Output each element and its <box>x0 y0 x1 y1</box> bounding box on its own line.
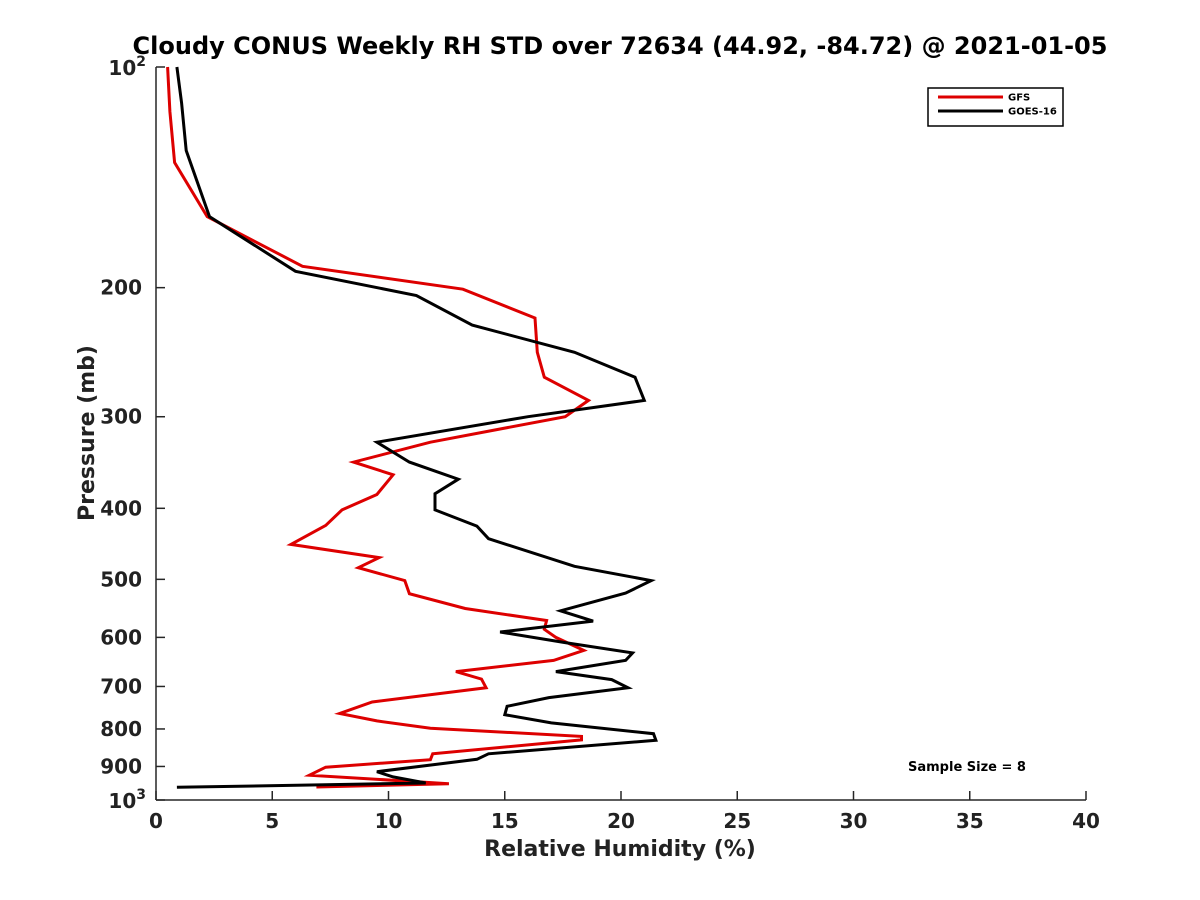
y-tick-label: 200 <box>100 276 142 300</box>
y-axis-label: Pressure (mb) <box>75 345 100 521</box>
legend[interactable]: GFS GOES-16 <box>927 87 1064 127</box>
chart-title: Cloudy CONUS Weekly RH STD over 72634 (4… <box>133 32 1108 60</box>
y-tick-label: 500 <box>100 567 142 591</box>
x-tick-label: 0 <box>149 809 163 833</box>
x-tick-label: 25 <box>723 809 751 833</box>
y-tick-label: 700 <box>100 674 142 698</box>
y-tick-label: 102 <box>108 54 146 80</box>
legend-label: GFS <box>1008 93 1030 104</box>
y-tick-label: 400 <box>100 496 142 520</box>
y-tick-label: 103 <box>108 787 146 813</box>
y-tick-label: 800 <box>100 717 142 741</box>
series-line-gfs <box>166 66 592 789</box>
sample-size-annotation: Sample Size = 8 <box>908 760 1026 775</box>
x-tick-label: 40 <box>1072 809 1100 833</box>
x-tick-label: 10 <box>375 809 403 833</box>
x-tick-label: 15 <box>491 809 519 833</box>
series-layer <box>166 66 658 789</box>
y-tick-label: 900 <box>100 754 142 778</box>
y-axis: 102 200 300 400 500 600 700 800 900 103 <box>100 54 165 813</box>
legend-label: GOES-16 <box>1008 107 1057 118</box>
x-tick-label: 20 <box>607 809 635 833</box>
x-tick-label: 5 <box>265 809 279 833</box>
y-tick-label: 300 <box>100 405 142 429</box>
x-tick-label: 35 <box>956 809 984 833</box>
y-tick-label: 600 <box>100 625 142 649</box>
x-tick-label: 30 <box>840 809 868 833</box>
series-line-goes-16 <box>175 66 658 789</box>
x-axis: 0 5 10 15 20 25 30 35 40 <box>149 791 1100 833</box>
legend-box <box>927 87 1064 127</box>
x-axis-label: Relative Humidity (%) <box>484 837 756 862</box>
